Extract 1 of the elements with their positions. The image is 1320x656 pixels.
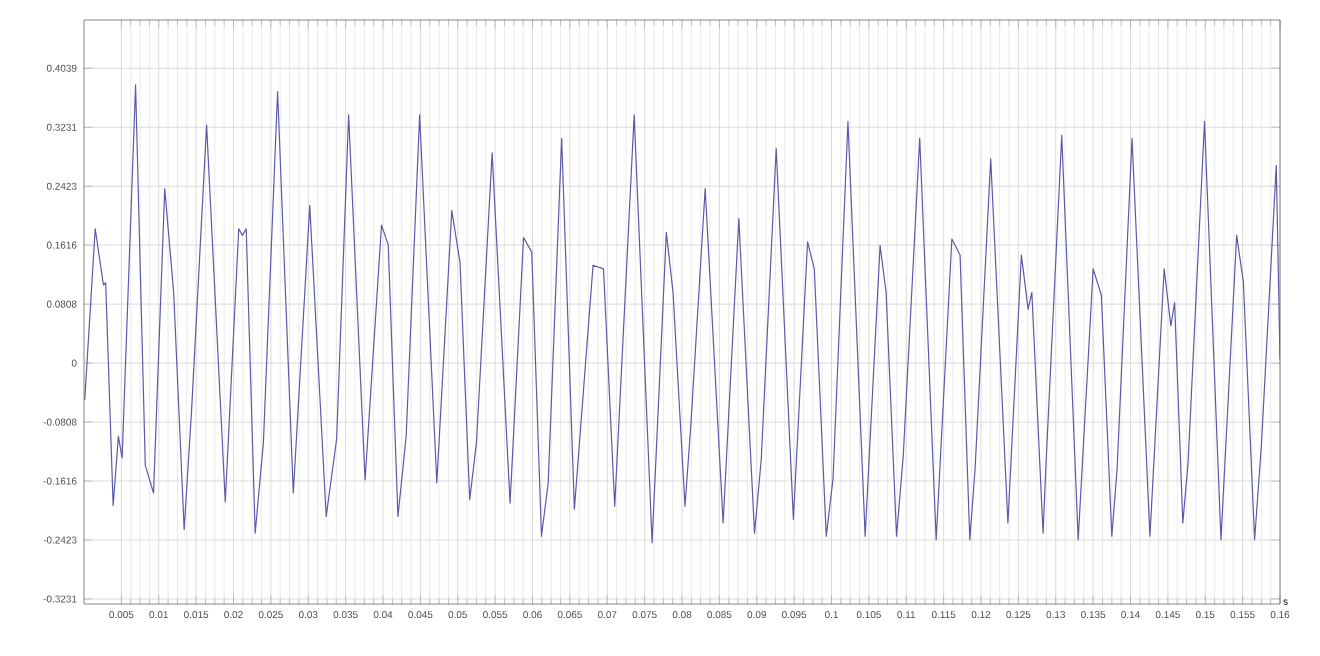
line-series: [84, 84, 1281, 544]
